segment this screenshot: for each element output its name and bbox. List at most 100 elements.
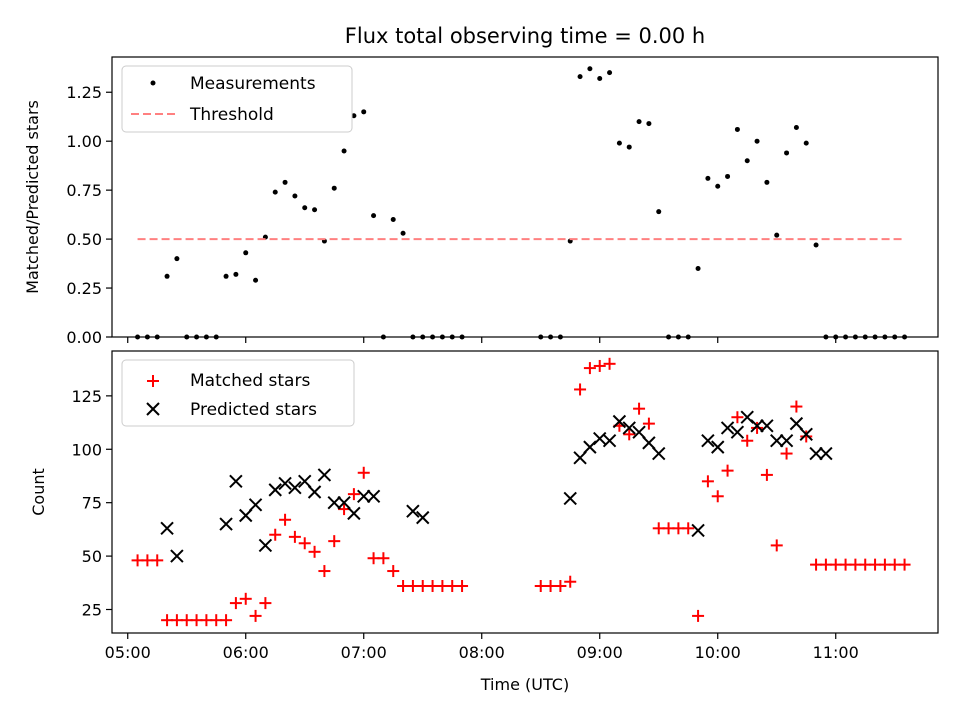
- matched-stars-point: [701, 475, 714, 488]
- measurement-point: [371, 213, 377, 219]
- bottom-axes-frame: [111, 350, 939, 634]
- matched-stars-point: [387, 565, 400, 578]
- matched-stars-point: [554, 580, 567, 592]
- predicted-stars-point: [416, 510, 430, 525]
- measurement-point: [331, 185, 337, 191]
- measurement-point: [813, 242, 819, 248]
- predicted-stars-point: [819, 446, 833, 461]
- measurement-point: [253, 277, 259, 283]
- predicted-stars-point: [357, 489, 371, 503]
- predicted-stars-point: [347, 506, 361, 521]
- bottom-y-axis-label: Count: [29, 468, 48, 516]
- matched-stars-point: [239, 592, 252, 605]
- measurement-point: [282, 179, 288, 185]
- matched-stars-point: [269, 528, 282, 541]
- bottom-x-axis-label: Time (UTC): [480, 675, 569, 694]
- predicted-stars-point: [809, 446, 823, 461]
- measurement-point: [656, 209, 662, 215]
- measurement-point: [616, 140, 622, 146]
- y-tick-label: 125: [71, 387, 102, 406]
- measurement-point: [803, 140, 809, 146]
- predicted-stars-point: [563, 491, 577, 506]
- matched-stars-point: [692, 609, 705, 622]
- measurement-point: [351, 113, 357, 119]
- measurement-point: [744, 158, 750, 164]
- predicted-stars-point: [779, 434, 794, 448]
- legend-measurements-label: Measurements: [190, 74, 316, 94]
- y-tick-label: 75: [82, 494, 102, 513]
- measurement-point: [695, 265, 701, 271]
- predicted-stars-point: [160, 521, 174, 536]
- matched-stars-point: [751, 421, 764, 434]
- top-panel: Flux total observing time = 0.00 h 0.000…: [23, 24, 939, 347]
- measurement-point: [390, 217, 396, 223]
- predicted-stars-point: [248, 498, 263, 512]
- measurement-point: [725, 173, 731, 179]
- measurement-point: [793, 124, 799, 130]
- x-tick-label: 05:00: [105, 643, 151, 662]
- predicted-stars-point: [612, 414, 627, 429]
- matched-stars-point: [220, 614, 233, 627]
- predicted-stars-point: [170, 549, 184, 563]
- predicted-stars-point: [307, 485, 322, 499]
- top-y-axis-label: Matched/Predicted stars: [23, 100, 42, 294]
- matched-stars-point: [338, 503, 351, 516]
- top-axes-frame: [111, 56, 939, 338]
- matched-stars-point: [229, 597, 242, 610]
- matched-stars-point: [780, 447, 793, 460]
- measurement-point: [734, 126, 740, 132]
- matched-stars-point: [151, 554, 164, 567]
- measurement-point: [302, 205, 308, 211]
- predicted-stars-point: [219, 517, 233, 531]
- x-tick-label: 08:00: [459, 643, 505, 662]
- matched-stars-point: [583, 362, 596, 375]
- measurement-point: [400, 230, 406, 236]
- bottom-plot-area: [131, 357, 911, 627]
- matched-stars-point: [760, 468, 773, 481]
- bottom-y-ticks: 25 50 75 100 125: [71, 387, 112, 620]
- predicted-stars-point: [288, 481, 302, 495]
- measurement-point: [292, 193, 298, 199]
- legend-predicted-label: Predicted stars: [190, 400, 317, 420]
- measurement-point: [646, 121, 652, 127]
- x-tick-label: 09:00: [577, 643, 623, 662]
- measurement-point: [626, 144, 632, 150]
- matched-stars-point: [279, 513, 292, 526]
- measurement-point: [597, 76, 603, 82]
- measurement-point: [361, 109, 367, 115]
- legend-matched-label: Matched stars: [190, 371, 310, 391]
- x-tick-label: 11:00: [813, 643, 859, 662]
- matched-stars-point: [377, 552, 390, 565]
- measurement-point: [774, 232, 780, 238]
- measurement-point: [174, 256, 180, 262]
- predicted-stars-point: [327, 495, 341, 510]
- top-panel-title: Flux total observing time = 0.00 h: [345, 24, 705, 48]
- bottom-legend-box: [121, 359, 355, 427]
- predicted-stars-point: [317, 468, 332, 482]
- bottom-x-ticks: 05:00 06:00 07:00 08:00 09:00 10:00 11:00: [105, 633, 859, 662]
- predicted-stars-point: [652, 446, 666, 461]
- predicted-stars-point: [366, 489, 381, 503]
- top-y-ticks: 0.00 0.25 0.50 0.75 1.00 1.25: [66, 83, 112, 347]
- legend-predicted-marker: [146, 402, 160, 416]
- y-tick-label: 1.00: [66, 132, 102, 151]
- bottom-panel: 25 50 75 100 125 05:00 06:00 07:00 08:00 09:00 10…: [29, 350, 939, 694]
- measurement-point: [223, 273, 229, 279]
- predicted-stars-point: [720, 421, 735, 435]
- measurement-point: [784, 150, 790, 156]
- measurement-point: [577, 74, 583, 80]
- predicted-stars-point: [691, 523, 705, 538]
- matched-stars-point: [770, 539, 783, 552]
- matched-stars-point: [298, 537, 311, 550]
- matched-stars-point: [593, 359, 606, 372]
- y-tick-label: 25: [82, 601, 102, 620]
- matched-stars-point: [574, 383, 587, 396]
- predicted-stars-point: [760, 419, 774, 433]
- predicted-stars-point: [239, 508, 253, 523]
- measurement-point: [754, 138, 760, 144]
- measurement-point: [587, 66, 593, 72]
- predicted-stars-point: [622, 421, 636, 435]
- y-tick-label: 0.25: [66, 279, 102, 298]
- matched-stars-point: [456, 580, 469, 592]
- matched-stars-point: [682, 522, 695, 535]
